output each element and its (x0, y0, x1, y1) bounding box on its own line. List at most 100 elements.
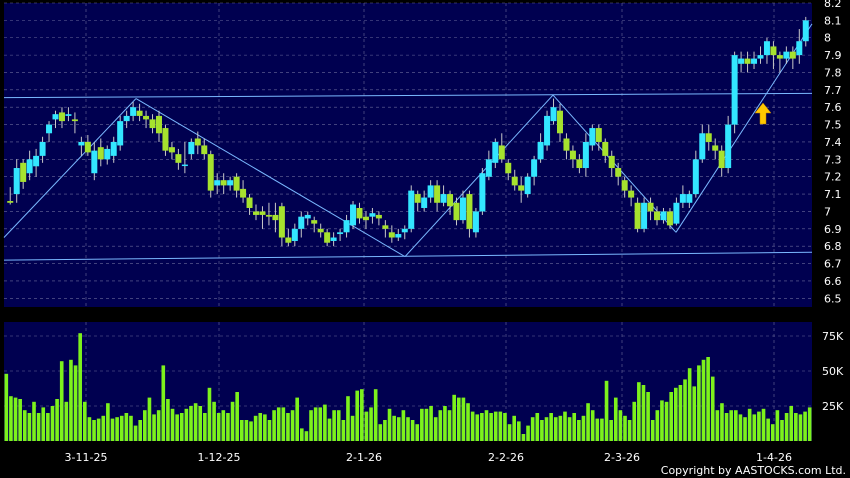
candle (589, 124, 596, 151)
candle (440, 185, 447, 207)
volume-bar (577, 420, 581, 441)
candle (356, 202, 363, 224)
volume-bar (249, 421, 253, 441)
volume-bar (235, 392, 239, 441)
volume-bar (258, 413, 263, 441)
volume-bar (521, 434, 526, 441)
volume-bar (466, 403, 470, 441)
candle (13, 159, 20, 203)
candle (686, 190, 693, 208)
candle (26, 150, 33, 181)
price-tick-label: 7.7 (824, 84, 842, 97)
volume-bar (92, 420, 96, 441)
price-tick-label: 8.1 (824, 14, 842, 27)
volume-bar (798, 414, 803, 441)
candle (136, 103, 143, 122)
volume-bar (775, 410, 780, 441)
volume-bar (184, 408, 189, 441)
candle (285, 228, 292, 247)
candle (802, 16, 809, 47)
volume-bar (803, 411, 807, 441)
candle (240, 180, 247, 203)
volume-bar (406, 417, 410, 441)
volume-bar (299, 428, 304, 441)
volume-bar (69, 359, 73, 441)
candle (246, 194, 253, 215)
volume-tick-label: 75K (822, 330, 844, 343)
volume-bar (179, 413, 184, 441)
candle (434, 180, 441, 212)
volume-bar (480, 413, 484, 441)
price-axis-labels: 8.2 8.1 8 7.9 7.8 7.7 7.6 7.5 7.4 7.3 7.2 7.1 7 6.9 6.… (824, 0, 842, 305)
candle (731, 51, 738, 134)
candle (143, 110, 150, 129)
trendline (3, 98, 137, 238)
volume-bar (272, 410, 276, 441)
volume-bar (590, 410, 595, 441)
volume-bar (138, 420, 143, 441)
volume-bar (318, 407, 323, 441)
price-tick-label: 8.2 (824, 0, 842, 10)
candle (175, 148, 182, 170)
volume-bar (807, 407, 812, 441)
candle (789, 46, 796, 70)
candle (544, 110, 551, 151)
date-tick-label: 2-3-26 (604, 451, 640, 464)
candle (608, 150, 615, 177)
volume-bar (794, 413, 798, 441)
price-tick-label: 7.1 (824, 188, 842, 201)
volume-bar (64, 401, 69, 441)
volume-bar (715, 410, 720, 441)
candle (763, 37, 770, 64)
price-tick-label: 7.2 (824, 171, 842, 184)
candle (511, 169, 518, 191)
price-panel-background (4, 3, 812, 307)
volume-bar (203, 413, 207, 441)
volume-bar (493, 411, 498, 441)
candle (582, 133, 589, 177)
candle (796, 29, 803, 64)
trendline (404, 94, 554, 257)
volume-axis-labels: 75K 50K 25K (822, 330, 844, 413)
volume-bar (655, 410, 660, 441)
volume-bar (313, 407, 318, 441)
grid-lines (4, 2, 812, 441)
volume-bar (650, 420, 655, 441)
volume-bar (32, 401, 36, 441)
volume-bar (692, 386, 697, 441)
volume-bar (13, 397, 18, 441)
volume-bar (503, 413, 507, 441)
volume-bar (59, 361, 64, 441)
volume-bar (535, 413, 540, 441)
candle (104, 145, 111, 165)
candle (427, 180, 434, 203)
volume-bar (683, 379, 687, 441)
candle (214, 173, 221, 195)
volume-bar (461, 397, 466, 441)
volume-bar (156, 410, 161, 441)
volume-bar (489, 413, 493, 441)
volume-bar (36, 413, 41, 441)
volume-bar (369, 407, 373, 441)
candle (52, 110, 59, 129)
candle (595, 124, 602, 151)
candle (556, 103, 563, 142)
candle (414, 190, 421, 212)
price-tick-label: 7.8 (824, 66, 842, 79)
candle (317, 223, 324, 238)
candle (666, 207, 673, 229)
candle (550, 98, 557, 125)
candle (201, 138, 208, 160)
candle (343, 214, 350, 238)
candle (395, 228, 402, 241)
date-axis-labels: 3-11-25 1-12-25 2-1-26 2-2-26 2-3-26 1-4-26 (65, 451, 792, 464)
volume-bar (734, 410, 738, 441)
volume-bar (470, 411, 475, 441)
volume-bar (346, 396, 350, 441)
volume-bar (4, 373, 9, 441)
volume-bar (498, 411, 503, 441)
volume-bar (295, 397, 299, 441)
trendline (3, 251, 813, 261)
candle (7, 187, 14, 205)
volume-bar (170, 408, 175, 441)
